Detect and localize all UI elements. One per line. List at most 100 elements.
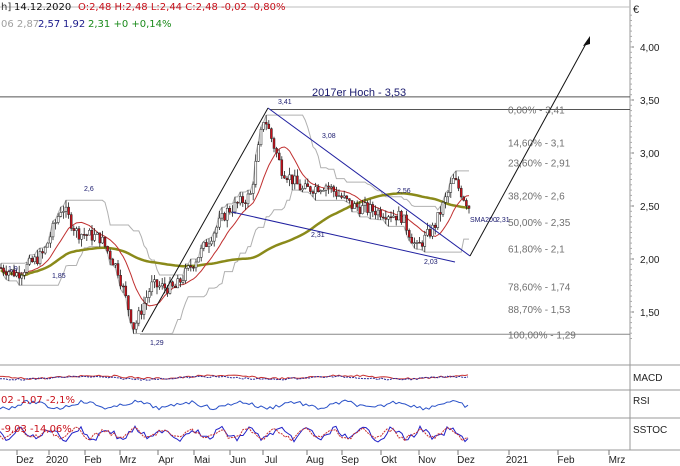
candle-up (259, 129, 263, 145)
candle-up (444, 196, 447, 203)
header-value-c: 2,31 +0 +0,14% (88, 19, 172, 30)
candle-down (163, 283, 167, 289)
label-203: 2,03 (424, 259, 438, 266)
time-tick-label: Feb (84, 455, 102, 466)
candle-up (80, 234, 83, 240)
candle-down (345, 195, 349, 199)
candle-down (12, 269, 16, 277)
candle-up (392, 215, 395, 218)
sstoc-values: -9,03 -14,06% (1, 424, 72, 435)
candle-down (72, 228, 76, 231)
candle-up (288, 174, 291, 180)
candle-down (355, 203, 359, 208)
candle-up (134, 322, 138, 330)
candle-down (36, 256, 39, 264)
time-tick-label: Sep (341, 455, 359, 466)
header-value-a: 2,57 (38, 19, 60, 30)
candle-up (186, 265, 190, 269)
candle-up (303, 183, 307, 189)
candle-down (400, 210, 403, 223)
candle-up (251, 183, 255, 194)
candle-up (324, 185, 328, 191)
candle-down (277, 152, 281, 161)
label-256: 2,56 (397, 188, 411, 195)
candle-up (7, 271, 11, 276)
candle-up (387, 216, 390, 220)
candle-up (249, 193, 252, 195)
candle-up (181, 280, 185, 283)
candlesticks (0, 115, 471, 334)
price-tick-label: 4,00 (640, 43, 660, 54)
time-tick-label: 2020 (46, 455, 69, 466)
candle-down (4, 271, 8, 276)
macd-label: MACD (633, 373, 662, 384)
candle-down (296, 175, 299, 185)
candle-up (194, 261, 198, 269)
fib-level-label: 23,60% - 2,91 (508, 159, 571, 170)
candle-down (77, 228, 81, 240)
candle-down (327, 185, 330, 188)
candle-up (10, 269, 13, 273)
candle-down (241, 196, 245, 203)
candle-up (114, 263, 117, 266)
macd-signal-line (0, 375, 469, 381)
candle-down (155, 279, 159, 288)
candle-up (56, 216, 60, 223)
price-tick-label: 3,00 (640, 149, 660, 160)
candle-down (459, 188, 463, 198)
candle-down (374, 211, 377, 216)
candle-down (90, 230, 94, 241)
candle-down (82, 234, 86, 236)
fib-level-label: 50,00% - 2,35 (508, 218, 571, 229)
macd-line (0, 374, 469, 380)
fib-level-label: 14,60% - 3,1 (508, 138, 565, 149)
projection-arrow-line (469, 39, 589, 257)
candle-up (254, 161, 258, 185)
time-tick-label: Jun (230, 455, 246, 466)
candle-up (353, 203, 356, 209)
time-tick-label: Dez (16, 455, 34, 466)
candle-up (160, 283, 164, 287)
time-tick-label: Nov (418, 455, 436, 466)
label-19: 1,9 (8, 266, 18, 273)
candle-up (202, 241, 206, 249)
band-lower (0, 189, 469, 335)
candle-down (166, 287, 169, 294)
candle-down (267, 123, 271, 129)
candle-up (363, 202, 367, 206)
candle-up (59, 212, 63, 217)
candle-down (272, 138, 276, 149)
candle-up (319, 190, 323, 193)
candle-up (88, 230, 91, 236)
header-date: 14.12.2020 (14, 2, 71, 13)
candle-up (23, 272, 26, 276)
candle-down (457, 179, 460, 189)
candle-down (285, 177, 289, 180)
candle-down (103, 236, 107, 247)
candle-up (147, 291, 151, 298)
candle-up (64, 206, 68, 212)
candle-up (95, 232, 99, 235)
candle-up (25, 263, 29, 273)
candle-down (119, 275, 122, 287)
fib-level-label: 88,70% - 1,53 (508, 305, 571, 316)
label-peak-341: 3,41 (278, 99, 292, 106)
candle-up (431, 224, 434, 237)
time-tick-label: Mrz (609, 455, 626, 466)
fib-level-label: 100,00% - 1,29 (508, 330, 576, 341)
candle-up (215, 226, 219, 234)
candle-up (158, 285, 161, 288)
candle-down (236, 201, 239, 204)
candle-down (366, 202, 369, 213)
price-tick-label: 1,50 (640, 308, 660, 319)
sstoc-d-line (0, 426, 469, 442)
candle-down (264, 122, 268, 125)
fib-level-label: 38,20% - 2,6 (508, 191, 565, 202)
candle-up (33, 256, 37, 263)
candle-down (244, 202, 247, 204)
header-ohlc: O:2,48 H:2,48 L:2,44 C:2,48 -0,02 -0,80% (78, 2, 285, 13)
header-grey-values: 06 2,87 (1, 19, 39, 30)
candle-down (223, 213, 226, 221)
fib-level-label: 0,00% - 3,41 (508, 106, 565, 117)
